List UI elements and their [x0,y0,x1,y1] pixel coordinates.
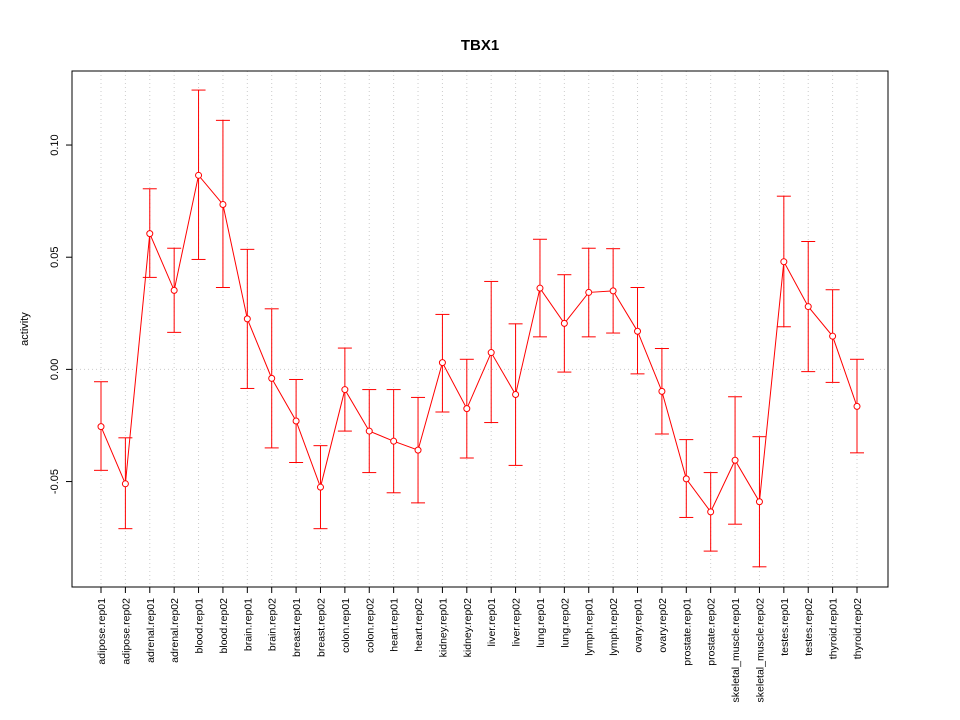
data-point [731,456,739,464]
x-tick-label: adipose.rep01 [96,598,108,665]
data-point [536,284,544,292]
x-tick-label: blood.rep01 [194,598,206,654]
x-tick-label: adrenal.rep02 [169,598,181,663]
plot-frame [71,70,889,588]
x-tick-label: lung.rep02 [559,598,571,648]
x-tick-label: colon.rep02 [364,598,376,653]
data-point [634,327,642,335]
chart-title: TBX1 [461,37,499,54]
x-tick-label: lymph.rep02 [608,598,620,656]
x-tick-label: liver.rep02 [511,598,523,647]
y-tick-label: -0.05 [49,469,61,494]
x-tick-label: brain.rep02 [267,598,279,651]
data-point [755,498,763,506]
data-point [268,374,276,382]
x-tick-label: testes.rep02 [803,598,815,656]
x-tick-label: kidney.rep02 [462,598,474,658]
x-tick-label: adipose.rep02 [120,598,132,665]
x-tick-label: heart.rep01 [389,598,401,652]
data-point [560,319,568,327]
x-tick-label: prostate.rep02 [706,598,718,666]
data-point [658,387,666,395]
data-point [707,508,715,516]
x-tick-label: lung.rep01 [535,598,547,648]
x-tick-label: adrenal.rep01 [145,598,157,663]
data-point [512,391,520,399]
y-tick-label: 0.00 [49,359,61,380]
x-tick-label: prostate.rep01 [681,598,693,666]
series-line-group [100,174,858,513]
data-point [804,303,812,311]
x-tick-label: breast.rep01 [291,598,303,657]
x-tick-label: ovary.rep01 [633,598,645,653]
data-point [682,475,690,483]
data-point [341,386,349,394]
data-point [853,402,861,410]
y-axis-label: activity [19,312,31,346]
data-point [170,286,178,294]
data-point [780,258,788,266]
data-point [365,427,373,435]
x-tick-label: heart.rep02 [413,598,425,652]
data-point [121,480,129,488]
data-point [585,288,593,296]
data-point [219,200,227,208]
data-point [609,287,617,295]
data-point [390,437,398,445]
y-tick-label: 0.05 [49,246,61,267]
error-bars [94,89,864,568]
x-tick-label: blood.rep02 [218,598,230,654]
data-point [195,171,203,179]
x-tick-label: skeletal_muscle.rep02 [754,598,766,703]
data-point [438,359,446,367]
data-point [97,423,105,431]
data-point [316,483,324,491]
data-point [463,405,471,413]
data-point [414,446,422,454]
x-tick-label: colon.rep01 [340,598,352,653]
x-tick-label: thyroid.rep02 [852,598,864,659]
x-tick-label: lymph.rep01 [584,598,596,656]
x-tick-label: skeletal_muscle.rep01 [730,598,742,703]
x-tick-label: kidney.rep01 [437,598,449,658]
y-tick-label: 0.10 [49,134,61,155]
series-line [100,174,858,513]
data-point [829,332,837,340]
x-tick-label: thyroid.rep01 [828,598,840,659]
data-point [292,417,300,425]
y-axis: -0.05 0.00 0.05 0.10 [49,134,72,494]
data-point [487,349,495,357]
grid [72,71,888,587]
x-tick-label: testes.rep01 [779,598,791,656]
x-tick-label: breast.rep02 [315,598,327,657]
data-point [146,230,154,238]
x-tick-label: ovary.rep02 [657,598,669,653]
x-axis: adipose.rep01 adipose.rep02 adrenal.rep01 a… [96,587,864,702]
data-point [243,315,251,323]
x-tick-label: liver.rep01 [486,598,498,647]
data-points [97,171,861,516]
x-tick-label: brain.rep01 [242,598,254,651]
